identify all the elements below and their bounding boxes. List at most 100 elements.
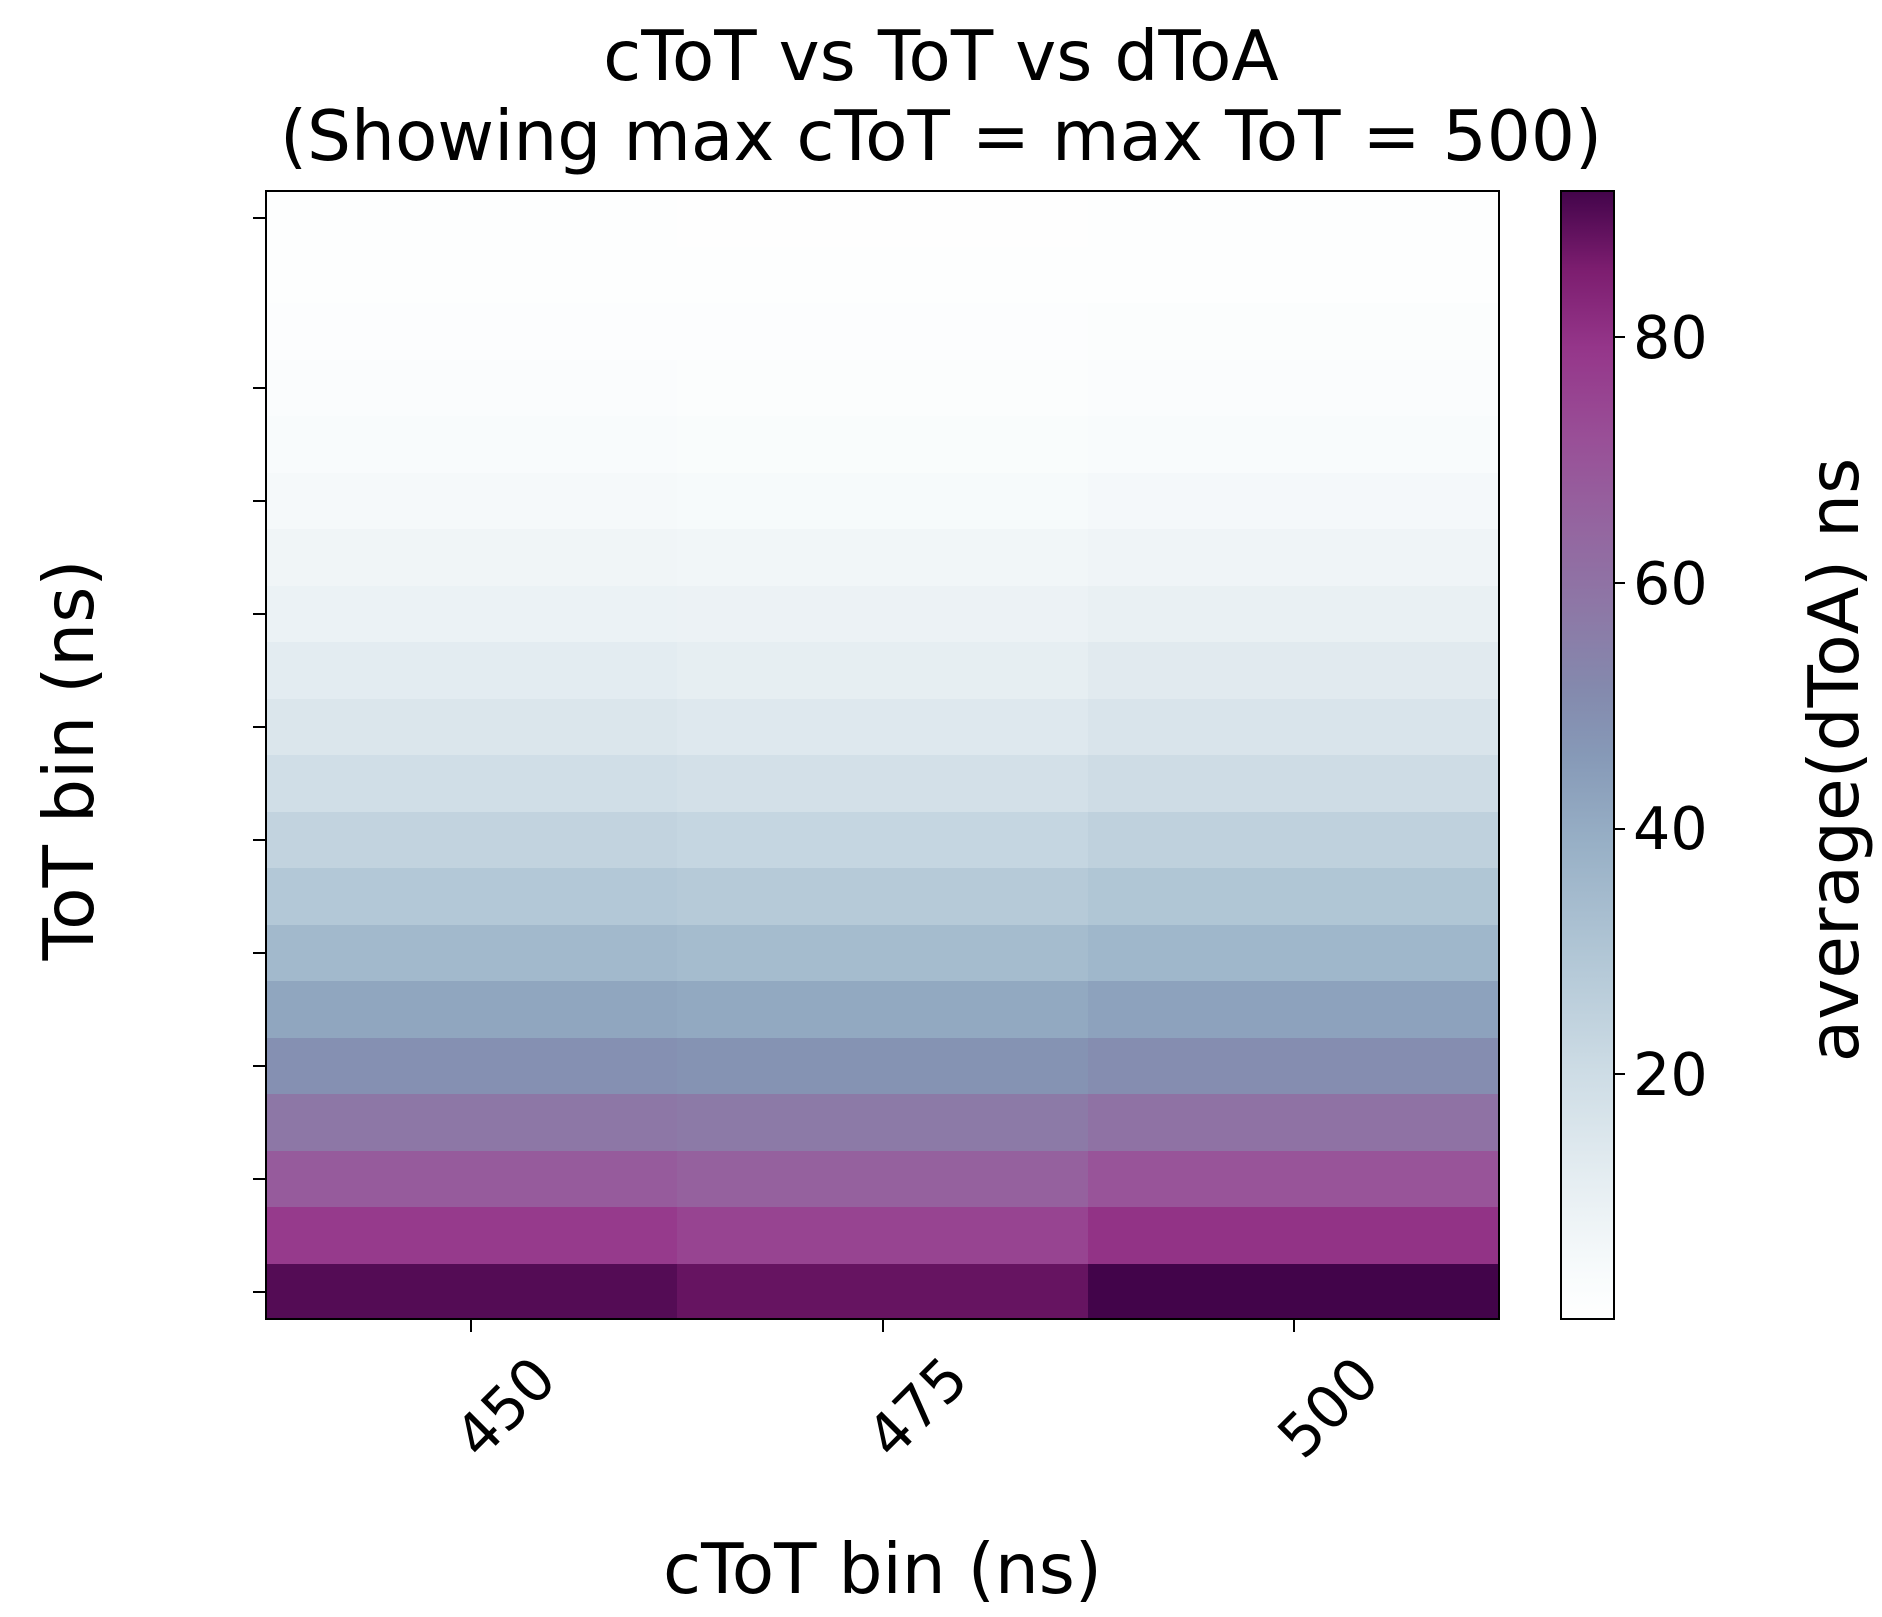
- colorbar-tick-label: 20: [1633, 1041, 1708, 1109]
- colorbar-tick-mark: [1615, 1073, 1625, 1075]
- heatmap: [265, 190, 1500, 1320]
- chart-title-line2: (Showing max cToT = max ToT = 500): [0, 98, 1882, 178]
- heatmap-row: [265, 529, 1500, 586]
- heatmap-row: [265, 699, 1500, 756]
- heatmap-cell: [677, 642, 1089, 699]
- heatmap-cell: [265, 699, 677, 756]
- y-tick-mark: [253, 839, 265, 841]
- x-tick-mark: [470, 1320, 472, 1332]
- heatmap-cell: [1088, 925, 1500, 982]
- x-axis-label: cToT bin (ns): [265, 1530, 1500, 1610]
- heatmap-cell: [1088, 190, 1500, 247]
- heatmap-cell: [265, 981, 677, 1038]
- heatmap-cell: [265, 925, 677, 982]
- heatmap-cell: [677, 868, 1089, 925]
- heatmap-row: [265, 360, 1500, 417]
- x-tick-label: 450: [436, 1344, 569, 1477]
- axis-spine-top: [265, 190, 1500, 192]
- heatmap-cell: [1088, 473, 1500, 530]
- heatmap-cell: [1088, 981, 1500, 1038]
- heatmap-cell: [677, 699, 1089, 756]
- y-tick-mark: [253, 613, 265, 615]
- heatmap-cell: [265, 1207, 677, 1264]
- heatmap-cell: [677, 303, 1089, 360]
- colorbar-tick-mark: [1615, 828, 1625, 830]
- heatmap-row: [265, 1207, 1500, 1264]
- heatmap-row: [265, 190, 1500, 247]
- heatmap-cell: [1088, 868, 1500, 925]
- colorbar-label: average(dToA) ns: [1795, 195, 1875, 1325]
- heatmap-cell: [265, 642, 677, 699]
- heatmap-row: [265, 247, 1500, 304]
- x-tick-mark: [1293, 1320, 1295, 1332]
- heatmap-cell: [1088, 755, 1500, 812]
- y-tick-mark: [253, 387, 265, 389]
- y-tick-mark: [253, 1291, 265, 1293]
- heatmap-cell: [1088, 360, 1500, 417]
- heatmap-row: [265, 925, 1500, 982]
- heatmap-row: [265, 981, 1500, 1038]
- heatmap-cell: [677, 1207, 1089, 1264]
- colorbar-tick-label: 40: [1633, 795, 1708, 863]
- y-tick-mark: [253, 217, 265, 219]
- heatmap-cell: [265, 1038, 677, 1095]
- plot-area: [265, 190, 1500, 1320]
- chart-title: cToT vs ToT vs dToA (Showing max cToT = …: [0, 18, 1882, 177]
- heatmap-cell: [1088, 529, 1500, 586]
- heatmap-row: [265, 868, 1500, 925]
- heatmap-row: [265, 473, 1500, 530]
- heatmap-cell: [1088, 586, 1500, 643]
- heatmap-cell: [677, 1038, 1089, 1095]
- y-tick-mark: [253, 1065, 265, 1067]
- heatmap-cell: [677, 190, 1089, 247]
- heatmap-cell: [677, 586, 1089, 643]
- axis-spine-right: [1498, 190, 1500, 1320]
- heatmap-cell: [265, 303, 677, 360]
- heatmap-cell: [265, 190, 677, 247]
- colorbar-tick-mark: [1615, 336, 1625, 338]
- heatmap-cell: [1088, 1207, 1500, 1264]
- heatmap-cell: [677, 981, 1089, 1038]
- heatmap-cell: [677, 1094, 1089, 1151]
- heatmap-cell: [1088, 416, 1500, 473]
- heatmap-cell: [265, 360, 677, 417]
- heatmap-cell: [1088, 1151, 1500, 1208]
- heatmap-cell: [1088, 1264, 1500, 1321]
- heatmap-cell: [677, 416, 1089, 473]
- heatmap-cell: [677, 1264, 1089, 1321]
- colorbar-outline: [1560, 190, 1615, 1320]
- heatmap-cell: [1088, 1094, 1500, 1151]
- heatmap-cell: [677, 473, 1089, 530]
- heatmap-cell: [677, 529, 1089, 586]
- heatmap-cell: [265, 416, 677, 473]
- heatmap-row: [265, 812, 1500, 869]
- heatmap-row: [265, 1264, 1500, 1321]
- chart-title-line1: cToT vs ToT vs dToA: [0, 18, 1882, 98]
- x-tick-mark: [882, 1320, 884, 1332]
- heatmap-cell: [265, 247, 677, 304]
- colorbar: [1560, 190, 1615, 1320]
- figure: cToT vs ToT vs dToA (Showing max cToT = …: [0, 0, 1882, 1617]
- heatmap-cell: [265, 586, 677, 643]
- heatmap-cell: [677, 360, 1089, 417]
- heatmap-cell: [1088, 1038, 1500, 1095]
- heatmap-cell: [1088, 812, 1500, 869]
- colorbar-tick-label: 60: [1633, 550, 1708, 618]
- heatmap-row: [265, 1094, 1500, 1151]
- y-tick-mark: [253, 726, 265, 728]
- heatmap-row: [265, 755, 1500, 812]
- heatmap-row: [265, 1038, 1500, 1095]
- colorbar-tick-mark: [1615, 582, 1625, 584]
- colorbar-tick-label: 80: [1633, 304, 1708, 372]
- heatmap-cell: [265, 812, 677, 869]
- heatmap-row: [265, 416, 1500, 473]
- heatmap-cell: [677, 1151, 1089, 1208]
- y-tick-mark: [253, 500, 265, 502]
- heatmap-row: [265, 303, 1500, 360]
- heatmap-cell: [677, 812, 1089, 869]
- y-axis-label: ToT bin (ns): [30, 195, 110, 1325]
- heatmap-cell: [265, 1094, 677, 1151]
- heatmap-cell: [265, 1151, 677, 1208]
- heatmap-cell: [265, 529, 677, 586]
- x-tick-label: 500: [1259, 1344, 1392, 1477]
